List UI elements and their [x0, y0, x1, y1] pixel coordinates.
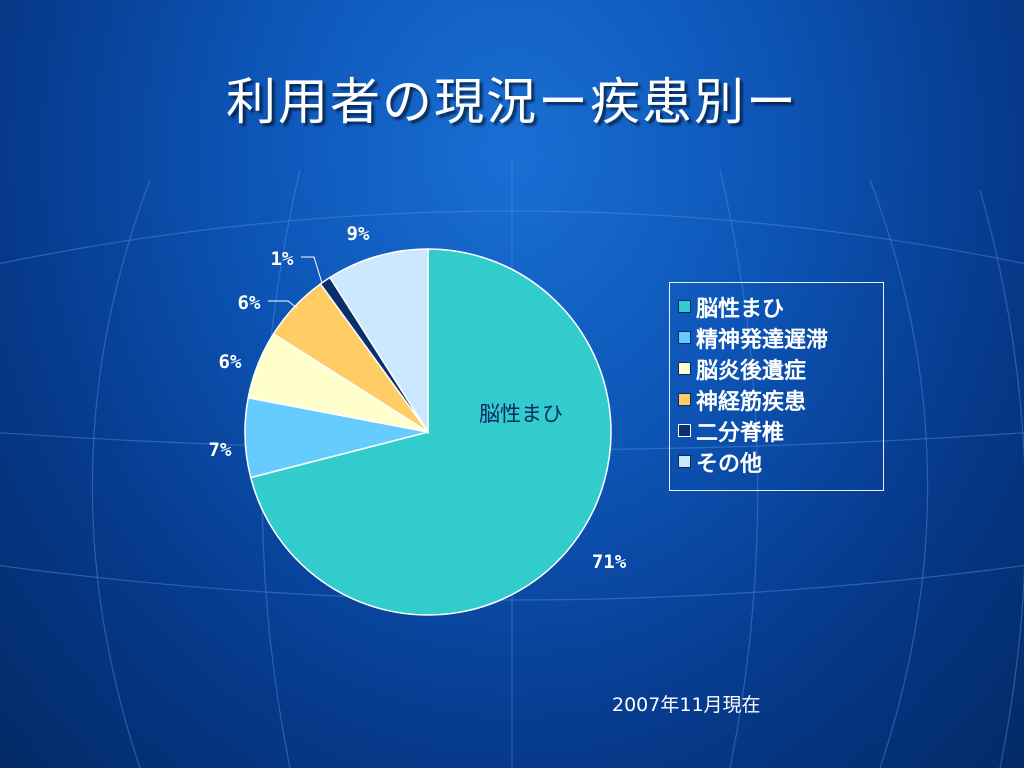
legend-label: その他	[696, 451, 763, 477]
leader-line-5	[301, 256, 323, 284]
leader-line-4	[268, 300, 298, 309]
percent-label-3: 6%	[219, 351, 242, 373]
percent-label-2: 7%	[209, 439, 232, 461]
date-footnote: 2007年11月現在	[612, 694, 761, 716]
legend-item: 脳炎後遺症	[678, 353, 883, 384]
percent-label-6: 9%	[347, 223, 370, 245]
legend-swatch	[678, 455, 691, 468]
legend-item: その他	[678, 446, 883, 477]
percent-label-5: 1%	[271, 248, 294, 270]
legend-swatch	[678, 331, 691, 344]
legend-item: 二分脊椎	[678, 415, 883, 446]
percent-labels: 71% 7% 6% 6% 1% 9%	[209, 223, 627, 573]
legend-label: 脳性まひ	[696, 296, 785, 322]
legend-label: 脳炎後遺症	[696, 358, 807, 384]
legend-item: 神経筋疾患	[678, 384, 883, 415]
pie-slice-1	[249, 248, 612, 616]
pie-slices	[244, 248, 612, 616]
leader-lines	[268, 256, 323, 309]
pie-slice-6	[328, 248, 429, 435]
legend-swatch	[678, 300, 691, 313]
percent-label-1: 71%	[592, 551, 627, 573]
in-slice-category-label: 脳性まひ	[479, 402, 563, 426]
legend-swatch	[678, 424, 691, 437]
legend-label: 二分脊椎	[696, 420, 785, 446]
legend-item: 精神発達遅滞	[678, 322, 883, 353]
legend-swatch	[678, 393, 691, 406]
legend-label: 神経筋疾患	[696, 389, 807, 415]
slide-title: 利用者の現況ー疾患別ー	[226, 73, 798, 131]
percent-label-4: 6%	[238, 292, 261, 314]
chart-legend: 脳性まひ精神発達遅滞 脳炎後遺症神経筋疾患二分脊椎その他	[669, 282, 884, 491]
legend-item: 脳性まひ	[678, 291, 883, 322]
legend-swatch	[678, 362, 691, 375]
legend-label: 精神発達遅滞	[696, 327, 829, 353]
